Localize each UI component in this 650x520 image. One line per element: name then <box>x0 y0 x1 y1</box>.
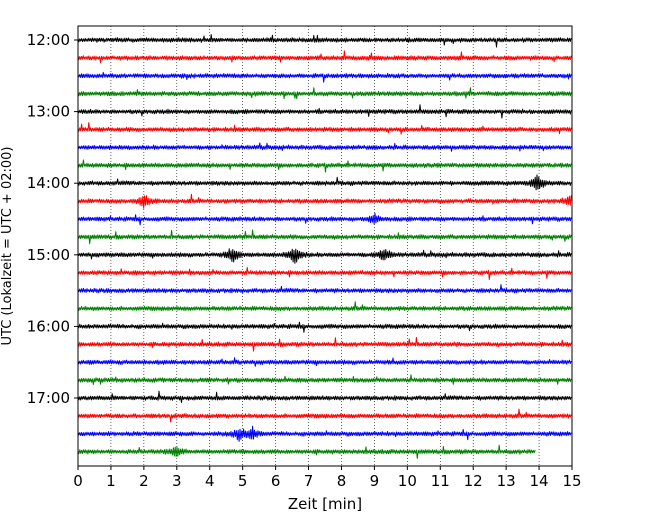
x-tick-label: 6 <box>271 472 281 490</box>
x-tick-label: 8 <box>337 472 347 490</box>
x-tick-label: 4 <box>205 472 215 490</box>
grid <box>110 26 540 466</box>
trace-line <box>77 408 572 423</box>
trace-line <box>77 390 572 403</box>
trace-line <box>77 174 572 191</box>
x-tick-label: 7 <box>304 472 314 490</box>
trace-line <box>77 336 572 352</box>
x-tick-label: 11 <box>431 472 450 490</box>
y-tick-label: 12:00 <box>27 31 70 49</box>
trace-line <box>77 50 572 64</box>
y-tick-label: 17:00 <box>27 389 70 407</box>
trace-line <box>77 374 572 386</box>
trace-line <box>77 266 572 280</box>
x-tick-label: 0 <box>73 472 83 490</box>
x-tick-label: 2 <box>139 472 149 490</box>
trace-line <box>77 444 536 459</box>
trace-line <box>77 321 572 333</box>
y-tick-label: 15:00 <box>27 246 70 264</box>
trace-line <box>77 425 572 442</box>
y-axis: 12:00 13:00 14:00 15:00 16:00 17:00 <box>27 31 78 407</box>
trace-line <box>77 212 572 226</box>
x-tick-label: 9 <box>370 472 380 490</box>
x-axis-label: Zeit [min] <box>288 495 362 513</box>
y-tick-label: 14:00 <box>27 174 70 192</box>
x-tick-label: 5 <box>238 472 248 490</box>
trace-line <box>77 248 572 264</box>
trace-line <box>77 122 572 135</box>
x-tick-label: 3 <box>172 472 182 490</box>
trace-line <box>77 301 572 312</box>
y-axis-label: UTC (Lokalzeit = UTC + 02:00) <box>0 147 15 346</box>
trace-line <box>77 87 572 99</box>
trace-line <box>77 357 572 367</box>
y-tick-label: 13:00 <box>27 103 70 121</box>
trace-line <box>77 104 572 119</box>
x-tick-label: 15 <box>562 472 581 490</box>
trace-line <box>77 193 572 209</box>
x-tick-label: 1 <box>106 472 116 490</box>
trace-line <box>77 71 572 83</box>
trace-line <box>77 284 572 294</box>
x-tick-label: 10 <box>398 472 417 490</box>
x-tick-label: 12 <box>464 472 483 490</box>
y-tick-label: 16:00 <box>27 317 70 335</box>
trace-line <box>77 34 572 48</box>
x-tick-label: 14 <box>530 472 549 490</box>
x-axis: 0 1 2 3 4 5 6 7 8 9 10 11 12 13 14 15 <box>73 466 582 490</box>
plot-frame <box>77 25 573 467</box>
x-tick-label: 13 <box>497 472 516 490</box>
traces <box>77 34 572 459</box>
trace-line <box>77 159 572 173</box>
trace-line <box>77 229 572 245</box>
trace-line <box>77 142 572 152</box>
